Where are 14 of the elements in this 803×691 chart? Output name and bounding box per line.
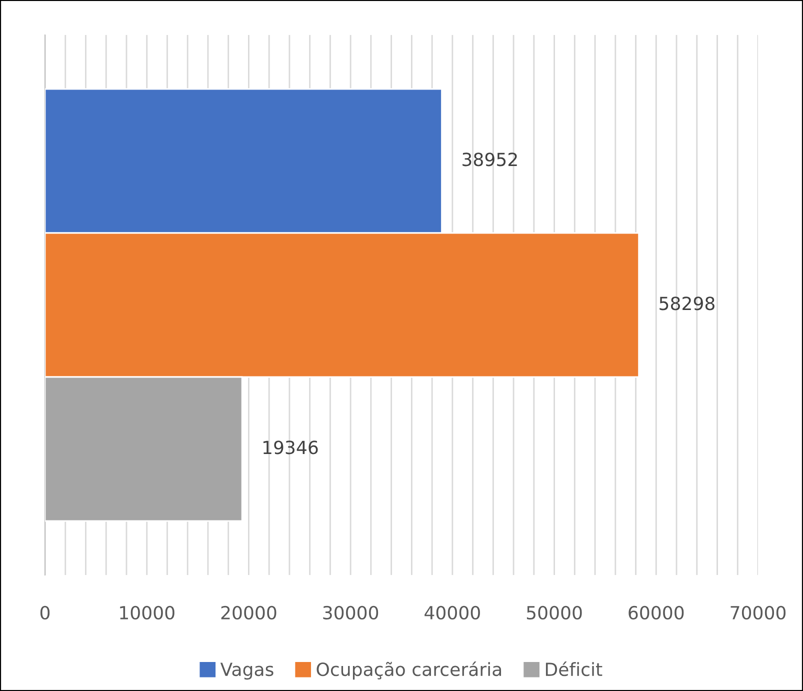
legend-label: Ocupação carcerária: [316, 661, 502, 680]
x-tick-label: 40000: [424, 606, 480, 620]
data-label: 38952: [462, 152, 517, 166]
x-tick-label: 70000: [730, 606, 786, 620]
legend-label: Vagas: [220, 662, 274, 680]
x-tick-label: 60000: [628, 606, 684, 620]
x-tick-label: 0: [40, 606, 50, 620]
x-tick-label: 30000: [323, 606, 378, 620]
x-tick-label: 20000: [221, 606, 276, 620]
data-label: 58298: [660, 296, 714, 310]
x-tick-label: 10000: [120, 606, 174, 620]
data-label: 19346: [263, 440, 318, 454]
x-tick-label: 50000: [526, 606, 582, 620]
legend-label: Déficit: [546, 661, 602, 676]
